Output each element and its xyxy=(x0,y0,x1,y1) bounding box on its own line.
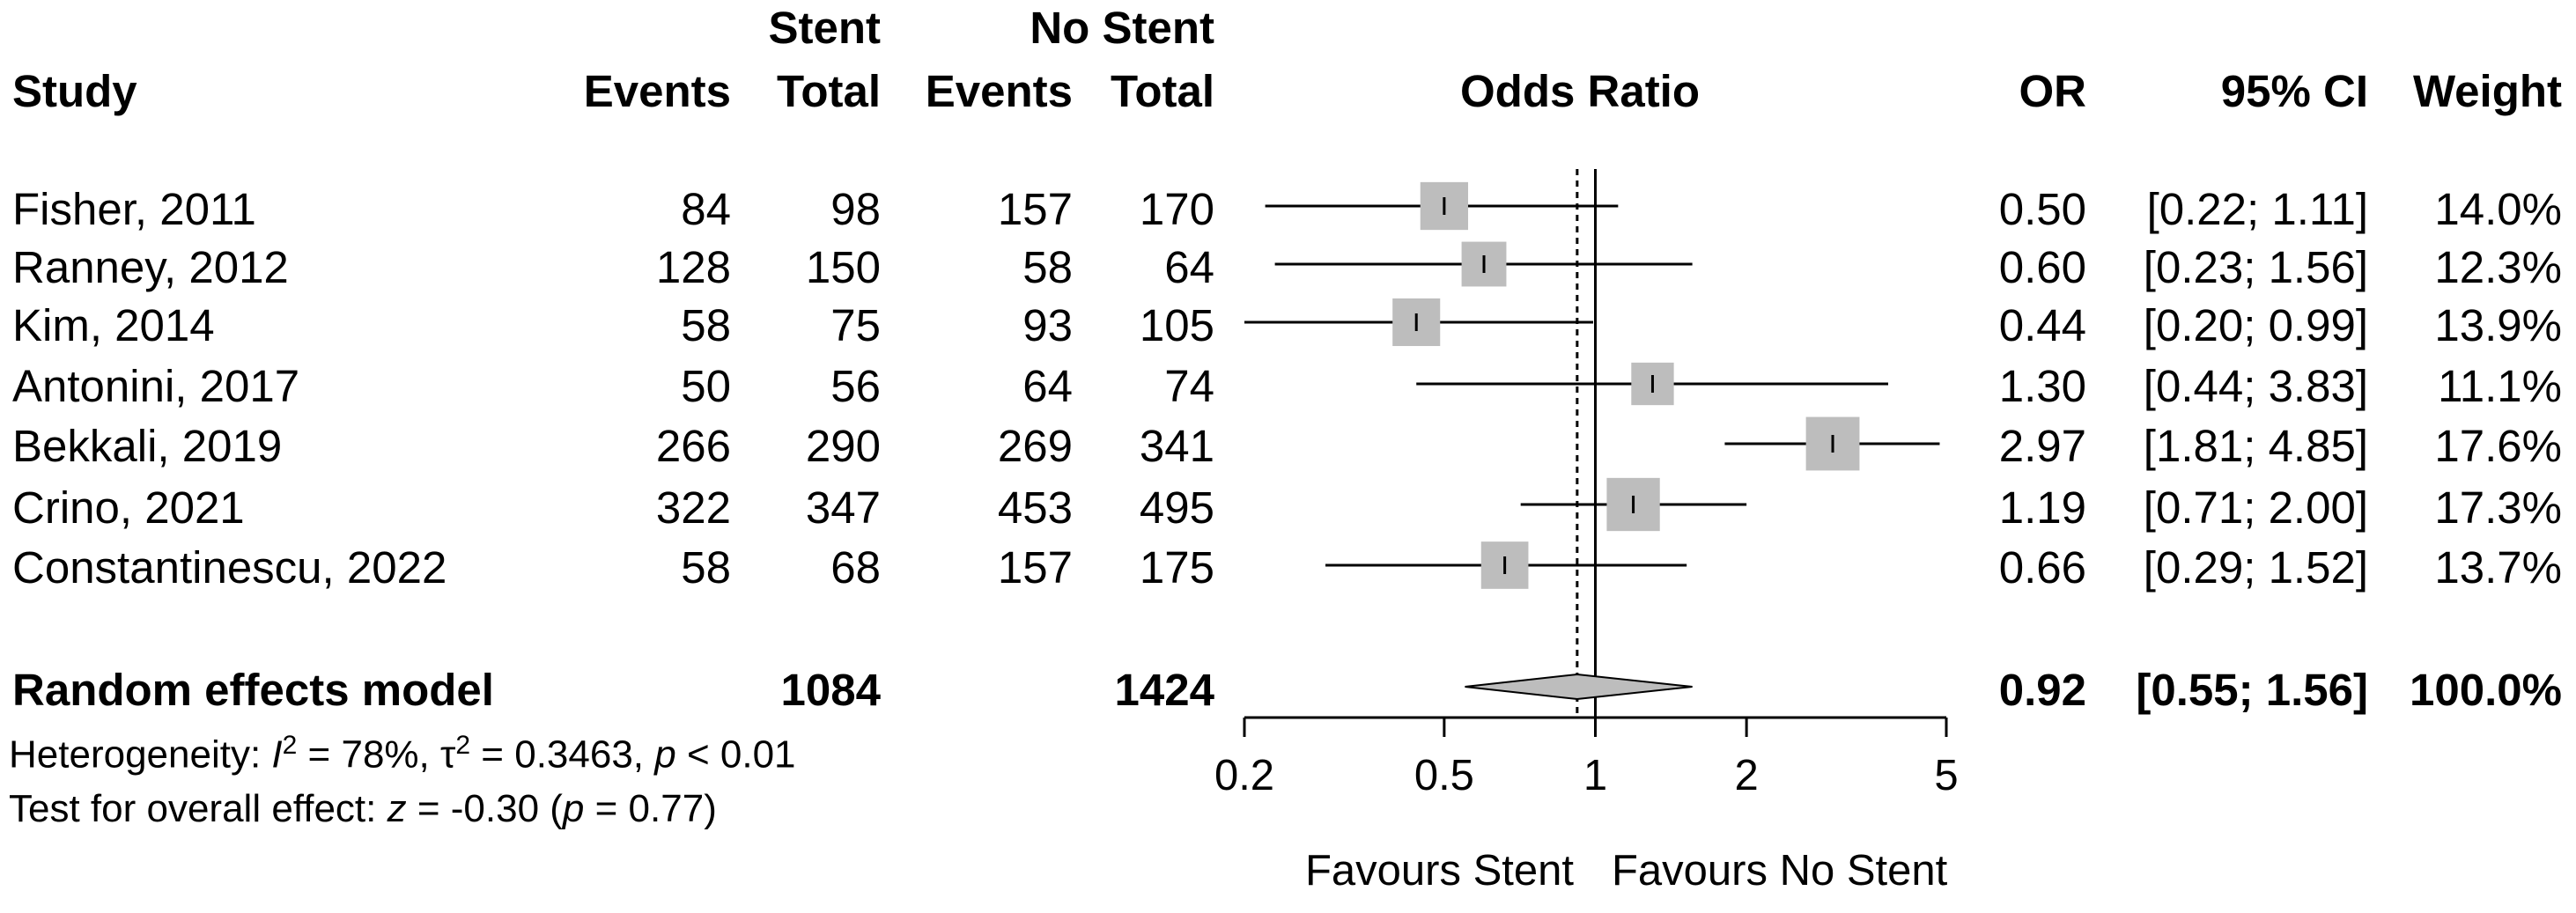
stent-events: 50 xyxy=(681,361,731,411)
study-weight: 13.7% xyxy=(2434,542,2562,593)
study-weight: 13.9% xyxy=(2434,300,2562,350)
heterogeneity-text: Heterogeneity: I2 = 78%, τ2 = 0.3463, p … xyxy=(9,731,796,777)
nostent-events: 64 xyxy=(1022,361,1073,411)
header-stent-events: Events xyxy=(583,66,731,116)
overall-effect-text: Test for overall effect: z = -0.30 (p = … xyxy=(9,787,717,830)
nostent-total: 341 xyxy=(1139,421,1214,471)
study-or: 0.60 xyxy=(1998,242,2086,292)
study-weight: 14.0% xyxy=(2434,184,2562,234)
nostent-events: 453 xyxy=(997,482,1073,533)
summary-nostent-total: 1424 xyxy=(1114,665,1214,715)
study-weight: 17.3% xyxy=(2434,482,2562,533)
study-or: 0.66 xyxy=(1998,542,2086,593)
favours-nostent-label: Favours No Stent xyxy=(1612,847,1948,895)
header-or: OR xyxy=(2019,66,2087,116)
nostent-events: 93 xyxy=(1022,300,1073,350)
stent-events: 58 xyxy=(681,542,731,593)
header-nostent-total: Total xyxy=(1110,66,1214,116)
study-or: 1.30 xyxy=(1998,361,2086,411)
summary-or: 0.92 xyxy=(1998,665,2086,715)
header-study: Study xyxy=(12,66,137,116)
nostent-events: 157 xyxy=(997,184,1073,234)
stent-events: 266 xyxy=(655,421,731,471)
pooled-diamond xyxy=(1465,673,1693,701)
study-ci: [1.81; 4.85] xyxy=(2143,421,2368,471)
stent-total: 347 xyxy=(805,482,881,533)
study-weight: 17.6% xyxy=(2434,421,2562,471)
nostent-events: 269 xyxy=(997,421,1073,471)
study-or: 0.44 xyxy=(1998,300,2086,350)
study-or: 2.97 xyxy=(1998,421,2086,471)
study-name: Antonini, 2017 xyxy=(12,361,300,411)
nostent-total: 64 xyxy=(1164,242,1214,292)
stent-total: 98 xyxy=(830,184,881,234)
stent-total: 56 xyxy=(830,361,881,411)
x-tick-label: 1 xyxy=(1583,752,1607,799)
study-ci: [0.23; 1.56] xyxy=(2143,242,2368,292)
study-name: Constantinescu, 2022 xyxy=(12,542,447,593)
study-name: Ranney, 2012 xyxy=(12,242,289,292)
stent-events: 58 xyxy=(681,300,731,350)
stent-total: 75 xyxy=(830,300,881,350)
stent-total: 68 xyxy=(830,542,881,593)
study-weight: 11.1% xyxy=(2438,361,2562,411)
study-ci: [0.71; 2.00] xyxy=(2143,482,2368,533)
header-ci: 95% CI xyxy=(2220,66,2368,116)
nostent-total: 170 xyxy=(1139,184,1214,234)
favours-stent-label: Favours Stent xyxy=(1304,847,1574,895)
header-nostent-events: Events xyxy=(925,66,1073,116)
header-stent-total: Total xyxy=(776,66,881,116)
study-or: 1.19 xyxy=(1998,482,2086,533)
x-tick-label: 0.2 xyxy=(1214,752,1274,799)
study-weight: 12.3% xyxy=(2434,242,2562,292)
nostent-total: 495 xyxy=(1139,482,1214,533)
study-or: 0.50 xyxy=(1998,184,2086,234)
stent-events: 84 xyxy=(681,184,731,234)
header-odds-ratio: Odds Ratio xyxy=(1460,66,1701,116)
study-ci: [0.44; 3.83] xyxy=(2143,361,2368,411)
study-name: Bekkali, 2019 xyxy=(12,421,283,471)
study-name: Fisher, 2011 xyxy=(12,184,256,234)
header-nostent-group: No Stent xyxy=(1030,3,1214,53)
header-stent-group: Stent xyxy=(768,3,882,53)
nostent-events: 58 xyxy=(1022,242,1073,292)
x-tick-label: 2 xyxy=(1734,752,1758,799)
x-tick-label: 5 xyxy=(1934,752,1958,799)
header-weight: Weight xyxy=(2412,66,2562,116)
summary-ci: [0.55; 1.56] xyxy=(2136,665,2368,715)
nostent-total: 105 xyxy=(1139,300,1214,350)
x-tick-label: 0.5 xyxy=(1414,752,1474,799)
stent-events: 322 xyxy=(655,482,731,533)
study-name: Crino, 2021 xyxy=(12,482,245,533)
stent-events: 128 xyxy=(655,242,731,292)
nostent-events: 157 xyxy=(997,542,1073,593)
study-name: Kim, 2014 xyxy=(12,300,215,350)
study-ci: [0.29; 1.52] xyxy=(2143,542,2368,593)
study-ci: [0.20; 0.99] xyxy=(2143,300,2368,350)
summary-stent-total: 1084 xyxy=(780,665,881,715)
study-ci: [0.22; 1.11] xyxy=(2146,184,2368,234)
stent-total: 150 xyxy=(805,242,881,292)
nostent-total: 175 xyxy=(1139,542,1214,593)
summary-weight: 100.0% xyxy=(2410,665,2562,715)
stent-total: 290 xyxy=(805,421,881,471)
nostent-total: 74 xyxy=(1164,361,1214,411)
summary-label: Random effects model xyxy=(12,665,494,715)
